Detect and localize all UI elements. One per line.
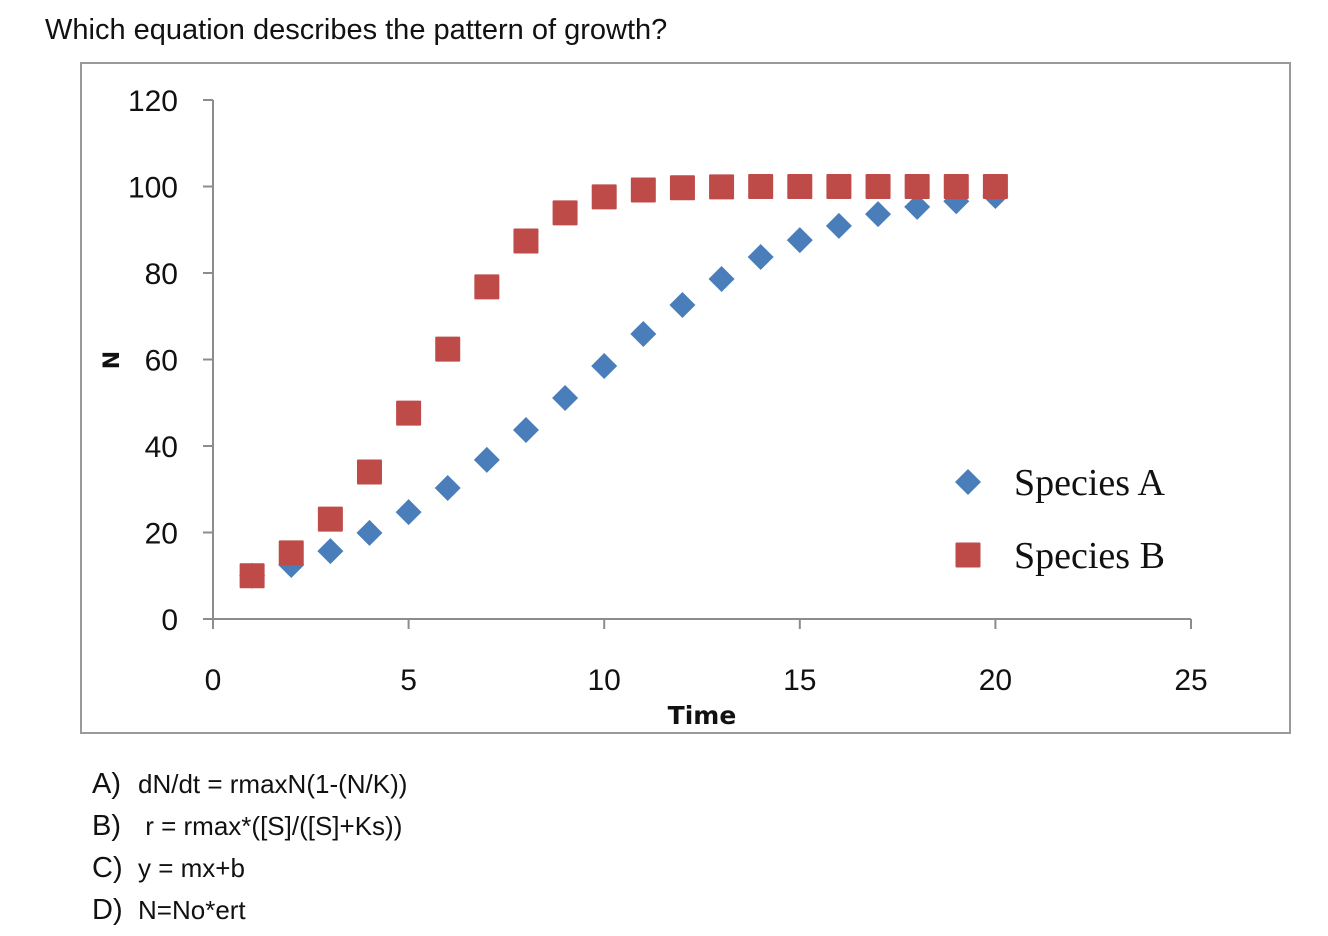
answer-text: r = rmax*([S]/([S]+Ks)) <box>138 811 403 841</box>
x-tick-label: 10 <box>588 664 621 697</box>
y-tick-label: 20 <box>145 518 178 551</box>
x-tick-label: 15 <box>783 664 816 697</box>
answer-option-d[interactable]: D) N=No*ert <box>92 892 407 934</box>
y-tick-label: 100 <box>128 172 178 205</box>
legend-marker <box>955 469 981 495</box>
data-point-species-a <box>825 212 852 239</box>
data-point-species-b <box>239 563 265 589</box>
data-point-species-a <box>395 499 422 526</box>
data-point-species-a <box>786 227 813 254</box>
answer-option-a[interactable]: A) dN/dt = rmaxN(1-(N/K)) <box>92 766 407 808</box>
data-point-species-b <box>278 540 304 566</box>
data-point-species-b <box>396 400 422 426</box>
data-point-species-a <box>630 320 657 347</box>
data-point-species-a <box>434 474 461 501</box>
y-tick-label: 0 <box>161 604 178 637</box>
data-point-species-a <box>512 416 539 443</box>
answer-letter: A) <box>92 768 121 800</box>
data-point-species-a <box>317 538 344 565</box>
data-point-species-a <box>747 243 774 270</box>
data-point-species-b <box>591 184 617 210</box>
data-point-species-b <box>943 174 969 199</box>
answer-text: N=No*ert <box>138 895 246 925</box>
data-point-species-a <box>591 352 618 379</box>
answer-option-b[interactable]: B) r = rmax*([S]/([S]+Ks)) <box>92 808 407 850</box>
x-tick-label: 25 <box>1174 664 1207 697</box>
chart-frame <box>80 62 1291 734</box>
x-tick-label: 5 <box>400 664 417 697</box>
data-point-species-b <box>709 174 735 200</box>
x-tick-label: 20 <box>979 664 1012 697</box>
answer-letter: D) <box>92 894 123 926</box>
x-tick-label: 0 <box>205 664 222 697</box>
data-point-species-b <box>787 174 813 199</box>
data-point-species-a <box>356 519 383 546</box>
data-point-species-b <box>435 336 461 362</box>
y-tick-label: 40 <box>145 431 178 464</box>
data-point-species-b <box>826 174 852 199</box>
data-point-species-a <box>669 292 696 319</box>
y-tick-label: 80 <box>145 258 178 291</box>
answer-letter: C) <box>92 852 123 884</box>
data-point-species-b <box>669 175 695 201</box>
legend-label: Species B <box>1014 535 1165 577</box>
legend-label: Species A <box>1014 462 1165 504</box>
data-point-species-b <box>904 174 930 199</box>
data-point-species-b <box>865 174 891 199</box>
data-point-species-b <box>474 274 500 300</box>
question-text: Which equation describes the pattern of … <box>45 14 668 46</box>
legend-marker <box>955 542 981 568</box>
data-point-species-b <box>748 174 774 199</box>
data-point-species-a <box>552 384 579 411</box>
answer-letter: B) <box>92 810 121 842</box>
data-point-species-a <box>865 201 892 228</box>
data-point-species-a <box>904 193 931 220</box>
data-point-species-b <box>317 506 343 532</box>
answer-text: dN/dt = rmaxN(1-(N/K)) <box>138 769 408 799</box>
y-tick-label: 60 <box>145 345 178 378</box>
data-point-species-b <box>630 177 656 203</box>
data-point-species-b <box>513 228 539 254</box>
answer-option-c[interactable]: C) y = mx+b <box>92 850 407 892</box>
y-axis-title: N <box>100 351 125 369</box>
answer-list: A) dN/dt = rmaxN(1-(N/K)) B) r = rmax*([S… <box>92 766 407 934</box>
data-point-species-b <box>552 200 578 226</box>
data-point-species-a <box>473 446 500 473</box>
y-tick-label: 120 <box>128 85 178 118</box>
x-axis-title: Time <box>668 701 737 730</box>
data-point-species-a <box>708 266 735 293</box>
data-point-species-b <box>982 174 1008 199</box>
answer-text: y = mx+b <box>138 853 245 883</box>
data-point-species-b <box>356 459 382 485</box>
